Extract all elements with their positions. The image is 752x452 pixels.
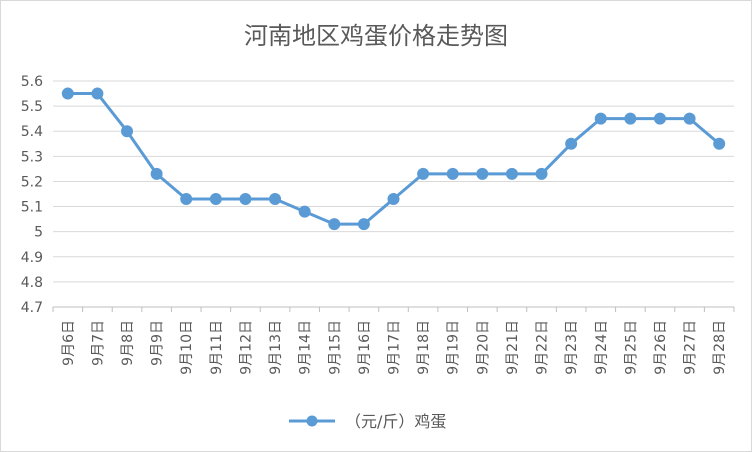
data-point [446, 167, 459, 180]
x-tick-label: 9月17日 [387, 320, 403, 375]
x-axis-ticks: 9月6日 9月7日 9月8日 9月9日 9月10日 9月11日 9月12日 9月13日 9月14… [61, 320, 728, 375]
y-tick-label: 5.6 [21, 74, 43, 90]
data-point [653, 112, 666, 125]
data-point [180, 193, 193, 206]
x-tick-label: 9月12日 [238, 320, 254, 375]
data-point [713, 137, 726, 150]
data-point [328, 218, 341, 231]
data-point [683, 112, 696, 125]
y-tick-label: 5.3 [21, 149, 43, 165]
y-tick-label: 4.7 [21, 300, 43, 316]
y-tick-label: 5 [34, 225, 43, 241]
data-point [121, 125, 134, 138]
x-tick-label: 9月6日 [61, 320, 77, 366]
x-tick-label: 9月23日 [564, 320, 580, 375]
data-point [387, 193, 400, 206]
x-tick-label: 9月9日 [150, 320, 166, 366]
grid-lines [52, 80, 735, 312]
x-tick-label: 9月18日 [416, 320, 432, 375]
x-tick-label: 9月11日 [209, 320, 225, 375]
x-tick-label: 9月24日 [594, 320, 610, 375]
x-tick-label: 9月27日 [683, 320, 699, 375]
x-tick-label: 9月19日 [446, 320, 462, 375]
y-tick-label: 5.5 [21, 99, 43, 115]
data-point [476, 167, 489, 180]
series-layer [61, 87, 726, 231]
data-point [417, 167, 430, 180]
data-point [505, 167, 518, 180]
x-tick-label: 9月25日 [623, 320, 639, 375]
data-point [298, 205, 311, 218]
chart-title: 河南地区鸡蛋价格走势图 [244, 22, 508, 50]
x-tick-label: 9月28日 [712, 320, 728, 375]
x-tick-label: 9月14日 [298, 320, 314, 375]
data-point [269, 193, 282, 206]
data-point [209, 193, 222, 206]
data-point [239, 193, 252, 206]
x-tick-label: 9月10日 [179, 320, 195, 375]
y-tick-label: 5.4 [21, 124, 43, 140]
x-tick-label: 9月13日 [268, 320, 284, 375]
y-tick-label: 5.2 [21, 174, 43, 190]
data-point [535, 167, 548, 180]
legend: （元/斤）鸡蛋 [289, 412, 446, 431]
x-tick-label: 9月20日 [475, 320, 491, 375]
data-point [150, 167, 163, 180]
y-tick-label: 4.9 [21, 250, 43, 266]
legend-point-marker [306, 415, 318, 427]
data-point [594, 112, 607, 125]
x-tick-label: 9月16日 [357, 320, 373, 375]
x-tick-label: 9月26日 [653, 320, 669, 375]
x-tick-label: 9月15日 [327, 320, 343, 375]
x-tick-label: 9月7日 [90, 320, 106, 366]
data-point [91, 87, 104, 100]
data-point [61, 87, 74, 100]
data-point [565, 137, 578, 150]
x-tick-label: 9月8日 [120, 320, 136, 366]
y-tick-label: 5.1 [21, 200, 43, 216]
x-tick-label: 9月22日 [535, 320, 551, 375]
data-point [624, 112, 637, 125]
legend-label: （元/斤）鸡蛋 [345, 412, 446, 431]
y-axis-ticks: 5.6 5.5 5.4 5.3 5.2 5.1 5 4.9 4.8 4.7 [21, 74, 43, 316]
y-tick-label: 4.8 [21, 275, 43, 291]
data-point [357, 218, 370, 231]
x-tick-label: 9月21日 [505, 320, 521, 375]
